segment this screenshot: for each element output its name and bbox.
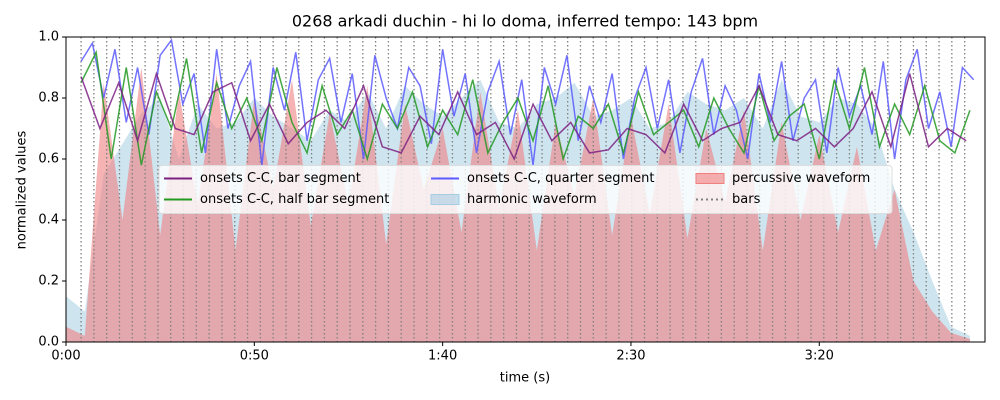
x-tick-label: 2:30 — [616, 349, 645, 364]
y-tick-label: 0.2 — [38, 274, 59, 289]
x-tick-label: 0:00 — [51, 349, 80, 364]
y-tick-label: 0.6 — [38, 152, 59, 167]
legend-label: bars — [732, 192, 761, 207]
x-tick-label: 1:40 — [428, 349, 457, 364]
y-tick-label: 0.4 — [38, 213, 59, 228]
series-line — [80, 49, 971, 166]
chart-title: 0268 arkadi duchin - hi lo doma, inferre… — [292, 12, 758, 31]
legend-label: onsets C-C, half bar segment — [200, 192, 389, 207]
y-tick-label: 0.8 — [38, 91, 59, 106]
legend-label: harmonic waveform — [467, 192, 597, 207]
y-tick-label: 0.0 — [38, 335, 59, 350]
y-axis-label: normalized values — [15, 130, 30, 249]
plot-frame — [65, 36, 986, 343]
legend-label: percussive waveform — [732, 171, 870, 186]
y-tick-label: 1.0 — [38, 30, 59, 45]
x-tick-label: 0:50 — [240, 349, 269, 364]
legend-swatch — [695, 173, 725, 184]
legend-label: onsets C-C, quarter segment — [467, 171, 654, 186]
x-tick-label: 3:20 — [805, 349, 834, 364]
series-line — [80, 71, 967, 161]
legend-swatch — [430, 194, 460, 205]
x-axis-label: time (s) — [500, 371, 550, 386]
legend-label: onsets C-C, bar segment — [200, 171, 361, 186]
